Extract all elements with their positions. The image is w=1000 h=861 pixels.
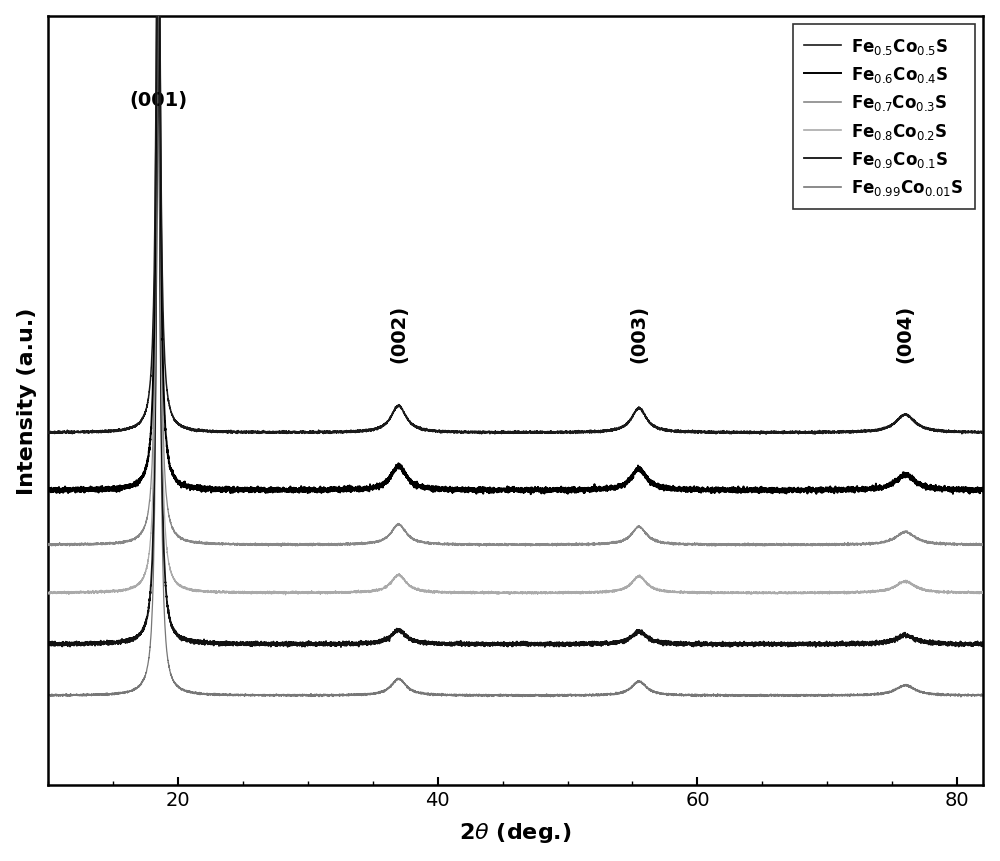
Y-axis label: Intensity (a.u.): Intensity (a.u.) bbox=[17, 307, 37, 494]
Text: (004): (004) bbox=[896, 305, 915, 362]
X-axis label: 2$\theta$ (deg.): 2$\theta$ (deg.) bbox=[459, 821, 572, 845]
Text: (001): (001) bbox=[129, 90, 187, 109]
Legend: Fe$_{0.5}$Co$_{0.5}$S, Fe$_{0.6}$Co$_{0.4}$S, Fe$_{0.7}$Co$_{0.3}$S, Fe$_{0.8}$C: Fe$_{0.5}$Co$_{0.5}$S, Fe$_{0.6}$Co$_{0.… bbox=[793, 25, 975, 210]
Text: (003): (003) bbox=[629, 305, 648, 362]
Text: (002): (002) bbox=[389, 305, 408, 362]
